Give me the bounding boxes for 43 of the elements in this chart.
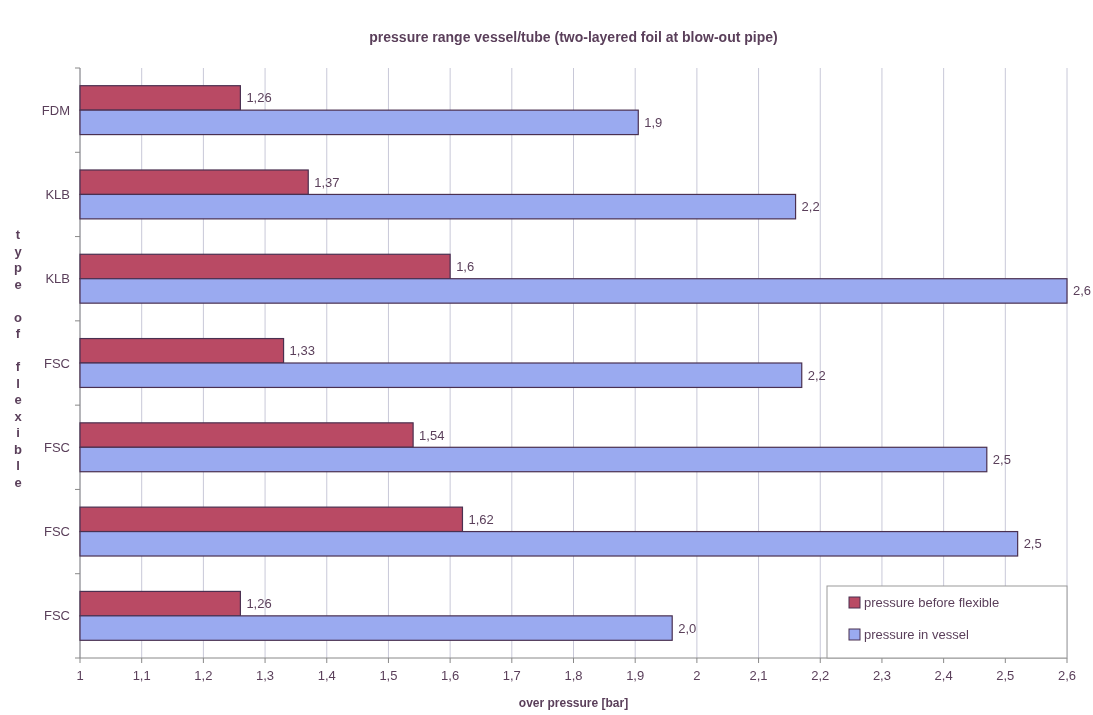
text: type of flexible [14,227,22,490]
x-tick-label: 1,9 [626,668,645,683]
data-label: 1,62 [468,511,494,527]
y-tick-label: FSC [44,608,70,624]
x-tick-label: 2 [693,668,701,683]
data-label: 2,2 [801,199,820,215]
data-label: 1,37 [314,174,340,190]
data-label: 2,2 [807,367,826,383]
x-tick-label: 1,1 [132,668,151,683]
x-tick-label: 1,6 [441,668,460,683]
x-axis-title: over pressure [bar] [518,696,629,710]
x-tick-label: 1,8 [564,668,583,683]
y-tick-label: FDM [41,102,70,118]
data-label: 2,5 [1023,536,1042,552]
x-tick-label: 2,5 [996,668,1015,683]
x-tick-label: 2,4 [934,668,953,683]
legend-label: pressure in vessel [864,626,969,642]
y-tick-label: FSC [44,355,70,371]
data-label: 2,6 [1073,283,1092,299]
chart-title: pressure range vessel/tube (two-layered foil at blow-out pipe) [369,29,778,45]
y-tick-label: KLB [45,271,70,287]
x-tick-label: 2,3 [872,668,891,683]
x-tick-label: 1,7 [502,668,521,683]
legend-label: pressure before flexible [864,594,1000,610]
x-tick-label: 1,2 [194,668,213,683]
x-tick-label: 2,6 [1057,668,1077,683]
x-tick-label: 2,1 [749,668,768,683]
data-label: 2,5 [992,452,1011,468]
data-label: 2,0 [678,620,697,636]
y-tick-label: FSC [44,439,70,455]
x-tick-label: 2,2 [811,668,830,683]
x-tick-label: 1,5 [379,668,398,683]
data-label: 1,33 [289,343,315,359]
x-tick-label: 1,3 [256,668,275,683]
y-tick-label: KLB [45,186,70,202]
y-tick-label: FSC [44,524,70,540]
data-label: 1,26 [246,90,272,106]
x-tick-label: 1,4 [317,668,336,683]
data-label: 1,9 [644,114,663,130]
data-label: 1,6 [456,259,475,275]
x-tick-label: 1 [76,668,84,683]
data-label: 1,54 [419,427,445,443]
data-label: 1,26 [246,596,272,612]
